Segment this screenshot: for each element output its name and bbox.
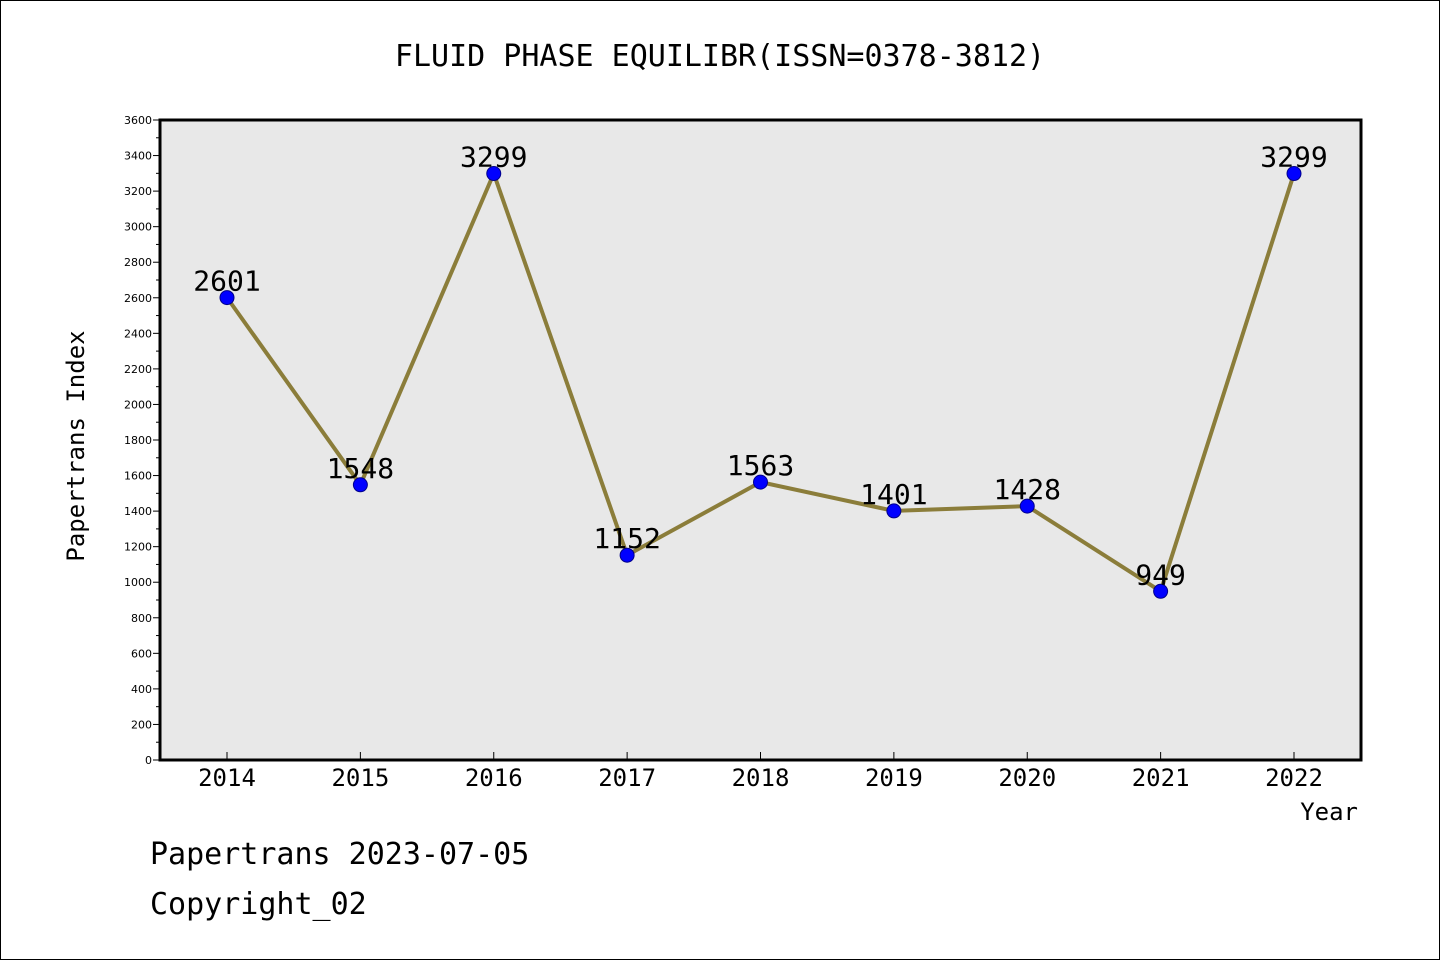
x-axis: 2014 2015 2016 2017 2018 2019 2020 2021 2022 (198, 752, 1323, 792)
y-tick-label: 3600 (124, 114, 152, 127)
data-point (219, 290, 235, 306)
y-tick-label: 1400 (124, 505, 152, 518)
y-tick-label: 3200 (124, 185, 152, 198)
y-axis-label: Papertrans Index (62, 330, 90, 561)
data-point (1286, 166, 1302, 182)
data-point (886, 503, 902, 519)
y-tick-label: 200 (131, 718, 152, 731)
y-tick-label: 2800 (124, 256, 152, 269)
y-tick-label: 2200 (124, 363, 152, 376)
y-tick-label: 1600 (124, 470, 152, 483)
x-tick-label: 2016 (465, 764, 523, 792)
y-tick-label: 400 (131, 683, 152, 696)
footer-date: Papertrans 2023-07-05 (150, 837, 529, 872)
data-point (486, 166, 502, 182)
data-point (619, 547, 635, 563)
y-tick-label: 800 (131, 612, 152, 625)
data-label: 1152 (593, 522, 660, 555)
x-tick-label: 2018 (732, 764, 790, 792)
data-point (352, 477, 368, 493)
data-label: 1428 (994, 473, 1061, 506)
y-tick-label: 3000 (124, 221, 152, 234)
footer-copyright: Copyright_02 (150, 887, 367, 922)
data-label: 1548 (327, 452, 394, 485)
data-label: 2601 (193, 265, 260, 298)
data-point (1153, 583, 1169, 599)
y-axis: 0 200 400 600 800 1000 1200 1400 1600 1800 2000 220… (124, 114, 160, 767)
data-label: 3299 (1260, 141, 1327, 174)
y-tick-label: 0 (145, 754, 152, 767)
data-point (1019, 498, 1035, 514)
plot-border (158, 118, 1363, 762)
y-tick-label: 1200 (124, 541, 152, 554)
x-tick-label: 2014 (198, 764, 256, 792)
data-labels: 2601 1548 3299 1152 1563 1401 1428 949 3299 (193, 141, 1327, 592)
plot-area (160, 120, 1361, 760)
y-tick-label: 1800 (124, 434, 152, 447)
x-axis-label: Year (1300, 798, 1358, 826)
data-point (753, 474, 768, 490)
data-label: 1401 (860, 478, 927, 511)
data-label: 949 (1135, 558, 1186, 591)
y-tick-label: 2600 (124, 292, 152, 305)
y-tick-label: 2000 (124, 398, 152, 411)
x-tick-label: 2022 (1265, 764, 1323, 792)
x-tick-label: 2020 (998, 764, 1056, 792)
y-tick-label: 600 (131, 647, 152, 660)
y-tick-label: 1000 (124, 576, 152, 589)
x-tick-label: 2017 (598, 764, 656, 792)
y-tick-label: 3400 (124, 150, 152, 163)
series-group (219, 166, 1302, 599)
data-label: 1563 (727, 449, 794, 482)
y-tick-label: 2400 (124, 327, 152, 340)
x-tick-label: 2019 (865, 764, 923, 792)
chart-title: FLUID PHASE EQUILIBR(ISSN=0378-3812) (395, 39, 1045, 74)
x-tick-label: 2015 (331, 764, 389, 792)
data-label: 3299 (460, 141, 527, 174)
x-tick-label: 2021 (1132, 764, 1190, 792)
